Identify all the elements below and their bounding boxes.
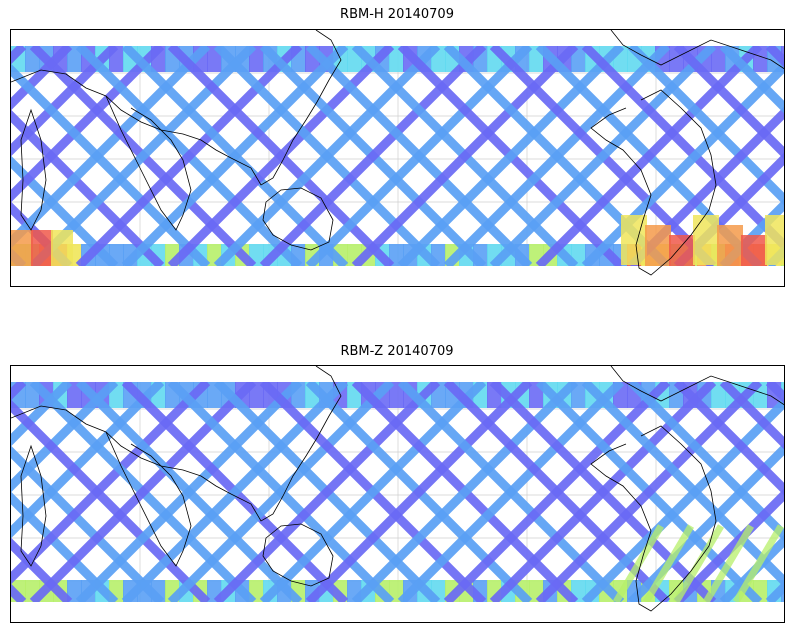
track-segment xyxy=(11,378,73,447)
track-segment xyxy=(75,42,303,270)
track-segment xyxy=(765,215,784,265)
map-background xyxy=(11,30,784,46)
track-segment xyxy=(31,230,53,266)
track-segment xyxy=(711,46,726,72)
track-segment xyxy=(11,42,165,203)
track-segment xyxy=(673,378,784,496)
track-segment xyxy=(305,378,533,606)
track-segment xyxy=(389,382,404,408)
track-segment xyxy=(535,42,763,270)
map-panel-rbm-z: RBM-Z 20140709 xyxy=(0,336,794,636)
map-panel-rbm-h: RBM-H 20140709 xyxy=(0,0,794,300)
coastline xyxy=(610,30,784,70)
coastline xyxy=(590,425,717,612)
track-segment xyxy=(213,42,441,270)
map-background xyxy=(11,266,784,286)
track-segment xyxy=(11,378,211,585)
track-segment xyxy=(121,378,349,606)
track-segment xyxy=(259,42,487,270)
track-segment xyxy=(581,396,784,606)
track-segment xyxy=(397,378,625,606)
track-segment xyxy=(11,537,73,606)
coastline xyxy=(105,431,192,567)
track-segment xyxy=(351,42,579,270)
track-segment xyxy=(397,42,625,270)
coastline xyxy=(262,187,334,251)
coastline xyxy=(11,30,342,186)
track-segment xyxy=(443,378,671,606)
track-segment xyxy=(719,42,784,114)
track-segment xyxy=(693,215,719,265)
track-segment xyxy=(732,524,784,604)
track-segment xyxy=(11,155,119,270)
panel-title: RBM-Z 20140709 xyxy=(340,344,454,359)
track-segment xyxy=(51,230,73,266)
track-segment xyxy=(11,42,73,111)
track-segment xyxy=(672,524,725,604)
coastline xyxy=(590,89,717,276)
map-frame xyxy=(10,365,785,623)
track-segment xyxy=(612,524,665,604)
map-frame xyxy=(10,29,785,287)
track-segment xyxy=(11,491,119,606)
track-segment xyxy=(121,42,349,270)
coastline xyxy=(105,95,192,231)
track-segment xyxy=(11,378,165,539)
track-segment xyxy=(67,382,82,408)
track-segment xyxy=(535,378,763,606)
track-segment xyxy=(711,382,726,408)
track-segment xyxy=(702,524,755,604)
track-segment xyxy=(29,378,257,606)
track-segment xyxy=(719,198,784,270)
track-segment xyxy=(489,42,717,270)
map-background xyxy=(11,602,784,622)
track-segment xyxy=(167,378,395,606)
track-segment xyxy=(621,215,647,265)
panel-title: RBM-H 20140709 xyxy=(340,7,454,22)
track-segment xyxy=(351,378,579,606)
track-segment xyxy=(29,42,257,270)
track-segment xyxy=(75,378,303,606)
coastline xyxy=(11,366,342,522)
track-segment xyxy=(11,230,33,266)
orbit-tracks xyxy=(11,42,784,285)
track-segment xyxy=(673,488,784,606)
coastline xyxy=(20,108,47,231)
track-segment xyxy=(443,42,671,270)
track-segment xyxy=(259,378,487,606)
map-background xyxy=(11,366,784,382)
coastline xyxy=(20,444,47,567)
track-map xyxy=(11,30,784,286)
track-segment xyxy=(673,42,784,160)
track-segment xyxy=(719,378,784,450)
track-segment xyxy=(642,524,695,604)
track-segment xyxy=(389,46,404,72)
track-segment xyxy=(305,42,533,270)
coastline xyxy=(610,366,784,406)
track-segment xyxy=(489,378,717,606)
track-segment xyxy=(213,378,441,606)
coastlines xyxy=(11,30,784,276)
track-segment xyxy=(11,42,211,249)
track-map xyxy=(11,366,784,622)
coastline xyxy=(262,523,334,587)
track-segment xyxy=(167,42,395,270)
coastlines xyxy=(11,366,784,612)
track-segment xyxy=(67,46,82,72)
track-segment xyxy=(11,201,73,270)
